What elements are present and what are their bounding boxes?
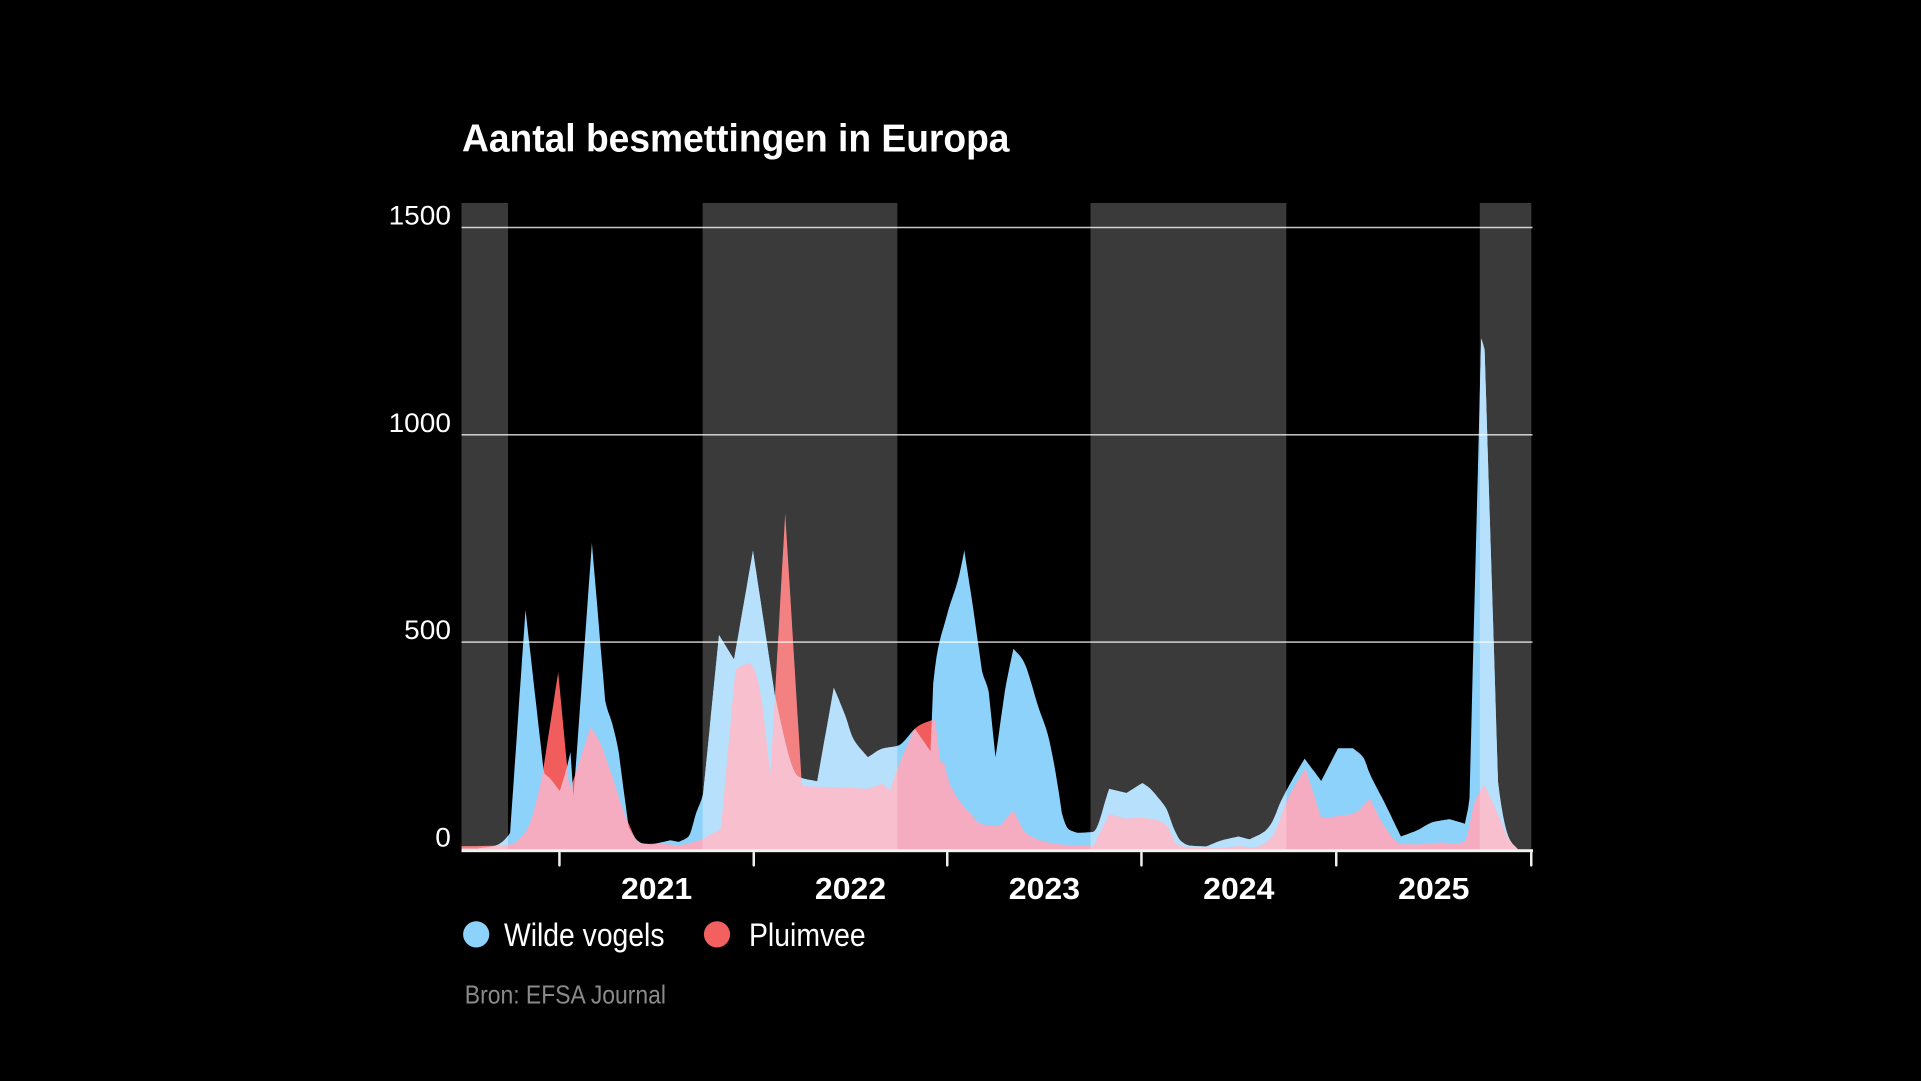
- svg-text:500: 500: [404, 615, 451, 645]
- svg-text:2023: 2023: [1009, 871, 1080, 906]
- svg-text:0: 0: [435, 822, 451, 852]
- svg-text:1000: 1000: [389, 408, 451, 438]
- svg-text:2025: 2025: [1398, 871, 1469, 906]
- svg-text:Pluimvee: Pluimvee: [749, 917, 866, 953]
- svg-text:2021: 2021: [621, 871, 692, 906]
- svg-text:2022: 2022: [815, 871, 886, 906]
- svg-text:2024: 2024: [1203, 871, 1275, 906]
- svg-text:1500: 1500: [389, 201, 451, 231]
- svg-text:Wilde vogels: Wilde vogels: [504, 917, 665, 953]
- svg-text:Bron: EFSA Journal: Bron: EFSA Journal: [465, 980, 666, 1010]
- svg-text:Aantal besmettingen in Europa: Aantal besmettingen in Europa: [462, 118, 1010, 161]
